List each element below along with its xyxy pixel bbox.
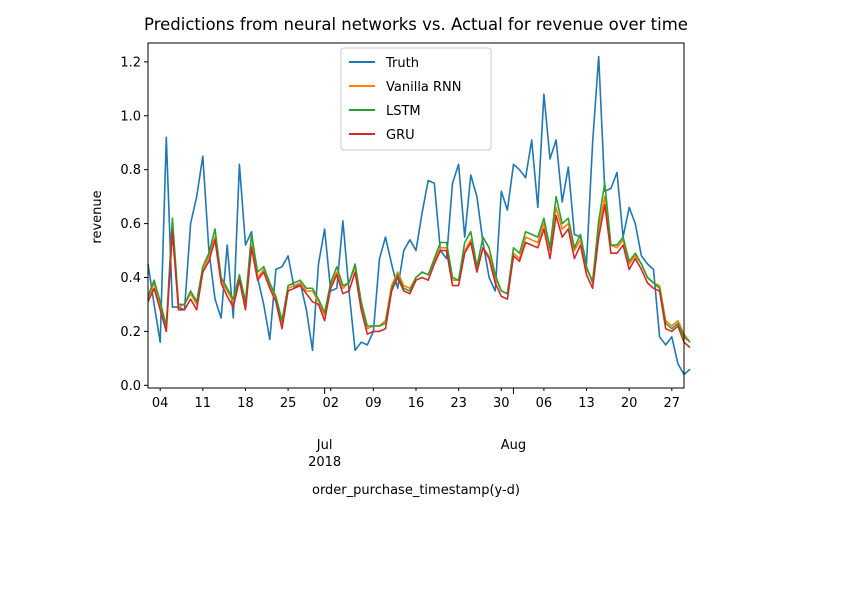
x-year-label: 2018 — [308, 455, 341, 470]
series-line-gru — [147, 203, 691, 349]
legend-label: Truth — [385, 56, 419, 71]
x-tick-label: 11 — [195, 396, 212, 411]
y-tick-label: 0.8 — [120, 163, 141, 178]
x-tick-label: 16 — [408, 396, 425, 411]
x-month-label: Jul — [316, 438, 333, 453]
series-line-truth — [147, 55, 691, 376]
series-line-lstm — [147, 182, 691, 343]
legend-label: LSTM — [386, 104, 421, 119]
x-axis: 04 11 18 25 02 09 16 23 30 06 13 20 27 Jul 2018 Aug — [152, 388, 680, 470]
y-tick-label: 1.2 — [120, 55, 141, 70]
x-month-label: Aug — [501, 438, 526, 453]
x-tick-label: 27 — [664, 396, 681, 411]
y-tick-label: 0.4 — [120, 271, 141, 286]
y-axis: 0.0 0.2 0.4 0.6 0.8 1.0 1.2 — [120, 55, 148, 394]
series-layer — [147, 55, 691, 376]
x-tick-label: 18 — [237, 396, 254, 411]
x-tick-label: 23 — [450, 396, 467, 411]
x-tick-label: 13 — [578, 396, 595, 411]
y-tick-label: 1.0 — [120, 109, 141, 124]
x-tick-label: 30 — [493, 396, 510, 411]
y-tick-label: 0.6 — [120, 217, 141, 232]
x-tick-label: 06 — [536, 396, 553, 411]
legend-label: Vanilla RNN — [386, 80, 462, 95]
x-tick-label: 04 — [152, 396, 169, 411]
y-axis-label: revenue — [90, 190, 105, 243]
x-tick-label: 09 — [365, 396, 382, 411]
legend-label: GRU — [386, 128, 415, 143]
x-tick-label: 20 — [621, 396, 638, 411]
x-tick-label: 02 — [322, 396, 339, 411]
y-tick-label: 0.0 — [120, 379, 141, 394]
x-tick-label: 25 — [280, 396, 297, 411]
y-tick-label: 0.2 — [120, 325, 141, 340]
chart-title: Predictions from neural networks vs. Act… — [144, 15, 688, 34]
legend: Truth Vanilla RNN LSTM GRU — [340, 47, 492, 151]
x-axis-label: order_purchase_timestamp(y-d) — [312, 483, 520, 498]
legend-box — [340, 47, 492, 151]
